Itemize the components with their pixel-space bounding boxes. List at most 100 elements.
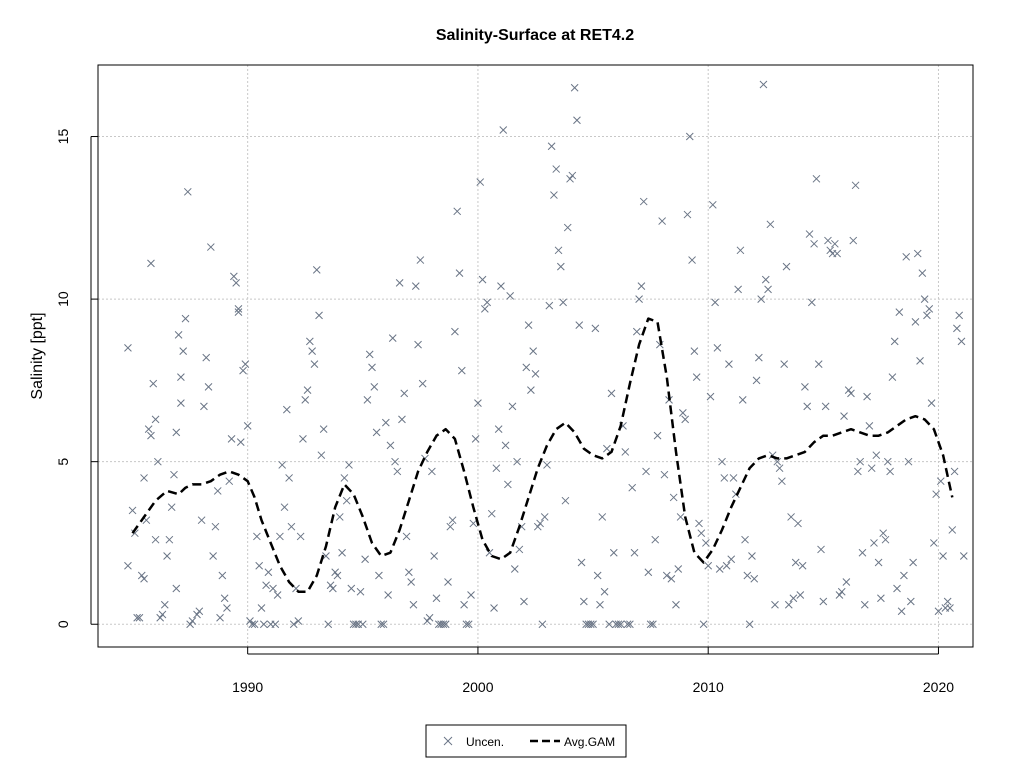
data-point — [784, 600, 793, 609]
data-point — [782, 262, 791, 271]
data-point — [851, 181, 860, 190]
data-point — [847, 389, 855, 398]
data-point — [418, 379, 427, 388]
data-point — [849, 236, 858, 245]
data-point — [573, 116, 581, 125]
data-point — [727, 555, 736, 564]
avg-gam-curve — [131, 317, 954, 593]
data-point — [959, 552, 968, 560]
data-point — [662, 571, 671, 580]
data-point — [340, 474, 349, 482]
data-point — [699, 620, 708, 629]
data-point — [685, 132, 694, 141]
data-point — [294, 617, 303, 625]
data-point — [637, 282, 646, 290]
data-point — [303, 386, 312, 394]
data-point — [752, 376, 761, 385]
data-point — [220, 594, 229, 603]
data-point — [773, 457, 782, 466]
data-point — [471, 435, 480, 443]
data-point — [504, 480, 512, 489]
data-point — [395, 278, 404, 287]
data-point — [695, 519, 703, 528]
data-point — [529, 347, 538, 355]
data-point — [188, 617, 197, 625]
data-point — [160, 600, 169, 609]
data-point — [177, 373, 185, 381]
data-point — [193, 610, 201, 619]
y-tick-label: 15 — [55, 129, 71, 145]
data-point — [326, 581, 335, 590]
data-point — [690, 347, 699, 355]
data-point — [476, 178, 485, 186]
data-point — [490, 604, 498, 612]
data-point — [381, 418, 390, 427]
data-point — [639, 197, 648, 206]
data-point — [308, 347, 316, 355]
data-point — [243, 422, 252, 430]
data-point — [469, 519, 478, 528]
data-point — [711, 298, 719, 307]
data-point — [347, 584, 356, 593]
data-point — [280, 503, 289, 512]
data-point — [335, 513, 344, 521]
legend: Uncen. Avg.GAM — [425, 724, 627, 758]
data-point — [444, 578, 452, 586]
data-point — [492, 464, 501, 473]
data-point — [223, 604, 231, 612]
data-point — [181, 314, 190, 323]
data-point — [858, 548, 867, 557]
data-point — [236, 438, 245, 447]
data-point — [943, 597, 952, 606]
data-point — [681, 415, 690, 424]
data-point — [920, 295, 929, 303]
data-point — [358, 620, 367, 629]
data-point — [775, 464, 784, 473]
data-point — [172, 584, 181, 593]
data-point — [722, 561, 731, 570]
data-point — [538, 620, 547, 629]
data-point — [209, 552, 217, 560]
data-point — [494, 425, 503, 434]
data-point — [170, 470, 178, 479]
data-point — [697, 529, 706, 538]
data-point — [909, 558, 917, 567]
data-point — [439, 620, 448, 629]
data-point — [407, 578, 416, 586]
data-point — [556, 262, 565, 271]
grid-lines — [98, 65, 973, 647]
y-tick-label: 0 — [55, 620, 71, 628]
data-point — [246, 617, 254, 625]
data-point — [375, 571, 383, 580]
data-point — [140, 474, 148, 482]
data-point — [628, 483, 637, 492]
data-point — [881, 535, 890, 544]
data-point — [384, 591, 392, 599]
data-point — [856, 457, 865, 466]
data-point — [616, 620, 625, 629]
data-point — [156, 613, 165, 622]
data-point — [810, 239, 818, 248]
data-point — [441, 620, 450, 629]
data-point — [135, 613, 144, 622]
data-point — [319, 425, 328, 434]
data-point — [771, 600, 779, 609]
data-point — [748, 552, 756, 560]
data-point — [322, 552, 330, 560]
data-point — [755, 353, 763, 362]
data-point — [623, 620, 632, 629]
data-point — [568, 171, 577, 180]
y-tick-label: 10 — [55, 291, 71, 307]
data-point — [377, 620, 386, 629]
data-point — [757, 295, 766, 303]
data-point — [559, 298, 567, 307]
data-point — [179, 347, 188, 355]
data-point — [361, 555, 369, 564]
data-point — [741, 535, 749, 544]
data-point — [388, 334, 397, 342]
data-point — [540, 513, 549, 521]
data-point — [352, 620, 360, 629]
data-point — [474, 399, 482, 407]
data-point — [508, 402, 517, 411]
data-point — [916, 357, 924, 365]
